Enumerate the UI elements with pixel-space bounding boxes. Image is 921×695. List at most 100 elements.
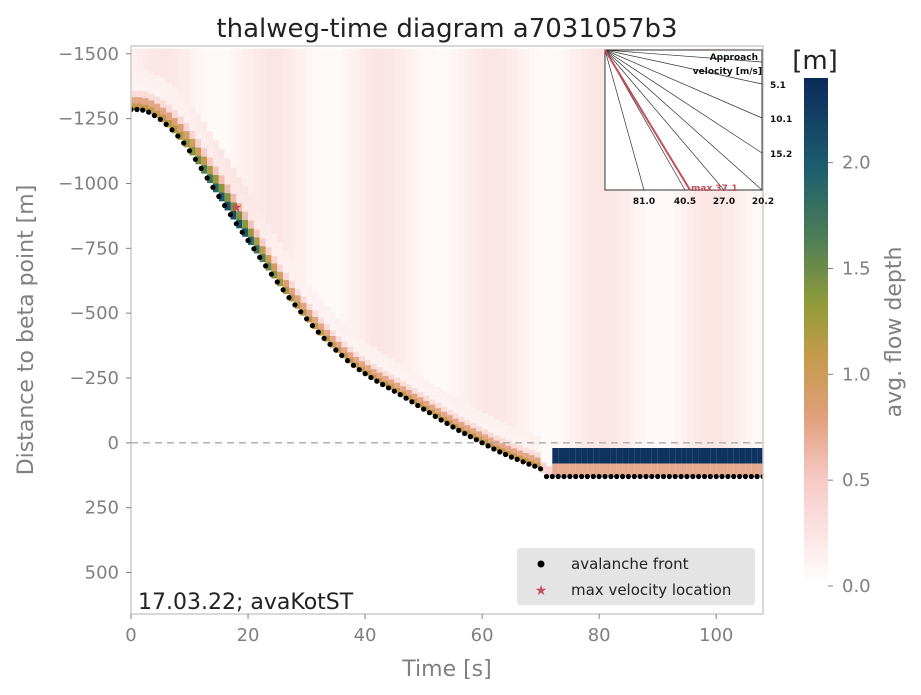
heatmap-cell	[365, 343, 372, 350]
heatmap-cell	[429, 409, 436, 415]
heatmap-cell	[236, 211, 243, 220]
colorbar-gradient	[804, 78, 828, 586]
heatmap-cell	[493, 419, 501, 425]
heatmap-cell	[429, 393, 436, 400]
avalanche-front-point	[567, 473, 573, 480]
heatmap-cell	[283, 279, 290, 287]
date-annotation: 17.03.22; avaKotST	[138, 590, 354, 615]
heatmap-cell	[411, 377, 419, 384]
heatmap-deposit	[710, 448, 717, 464]
heatmap-cell	[458, 400, 465, 407]
avalanche-front-point	[655, 473, 661, 480]
heatmap-cell	[458, 426, 465, 433]
heatmap-cell	[283, 286, 290, 295]
avalanche-front-point	[467, 434, 473, 440]
avalanche-front-point	[397, 392, 403, 398]
heatmap-cell	[464, 419, 471, 426]
y-tick-label: −1000	[58, 173, 119, 194]
heatmap-cell	[347, 335, 354, 342]
heatmap-wash	[663, 48, 670, 477]
heatmap-deposit	[657, 448, 664, 464]
x-tick-label: 40	[354, 625, 377, 646]
y-tick-label: −250	[70, 368, 119, 389]
heatmap-cell	[177, 115, 185, 125]
avalanche-front-point	[532, 463, 538, 469]
avalanche-front-point	[175, 133, 181, 139]
heatmap-deposit	[587, 448, 594, 464]
heatmap-cell	[616, 474, 623, 477]
heatmap-wash	[265, 48, 272, 271]
heatmap-cell	[172, 102, 179, 111]
avalanche-front-point	[625, 473, 632, 480]
avalanche-front-point	[362, 371, 368, 377]
avalanche-front-point	[380, 381, 386, 388]
heatmap-cell	[306, 309, 313, 317]
heatmap-cell	[546, 473, 553, 476]
heatmap-cell	[294, 301, 302, 309]
heatmap-wash	[634, 48, 641, 477]
heatmap-cell	[488, 431, 495, 438]
heatmap-cell	[646, 474, 653, 477]
heatmap-cell	[289, 280, 296, 288]
heatmap-cell	[564, 474, 571, 477]
heatmap-cell	[289, 273, 296, 281]
heatmap-cell	[376, 351, 384, 357]
heatmap-cell	[716, 474, 723, 477]
colorbar-tick-label: 1.0	[842, 364, 871, 385]
heatmap-cell	[435, 413, 442, 419]
heatmap-cell	[388, 373, 395, 380]
heatmap-cell	[382, 359, 389, 366]
heatmap-wash	[411, 48, 419, 404]
heatmap-cell	[476, 410, 483, 416]
heatmap-wash	[417, 48, 424, 408]
heatmap-cell	[517, 445, 524, 451]
heatmap-deposit-edge	[698, 463, 705, 476]
avalanche-front-point	[169, 127, 175, 133]
inset-velocity-line	[604, 49, 763, 154]
avalanche-front-point	[707, 473, 713, 480]
heatmap-cell	[283, 251, 290, 259]
heatmap-cell	[464, 403, 471, 410]
heatmap-cell	[406, 368, 413, 375]
heatmap-wash	[493, 48, 501, 451]
heatmap-cell	[470, 422, 477, 429]
heatmap-cell	[411, 388, 419, 394]
heatmap-cell	[394, 377, 401, 383]
heatmap-wash	[704, 48, 711, 477]
heatmap-cell	[330, 324, 337, 331]
inset-bottom-label-4: 20.2	[752, 197, 774, 207]
heatmap-cell	[212, 174, 220, 184]
heatmap-cell	[359, 366, 366, 372]
avalanche-front-point	[514, 456, 520, 462]
heatmap-deposit	[575, 448, 582, 464]
heatmap-cell	[435, 387, 442, 393]
heatmap-deposit-edge	[681, 463, 688, 476]
heatmap-cell	[663, 474, 670, 477]
heatmap-cell	[722, 474, 729, 477]
heatmap-cell	[218, 175, 226, 184]
colorbar-tick-label: 1.5	[842, 259, 871, 280]
heatmap-deposit	[727, 448, 735, 464]
avalanche-front-point	[140, 107, 146, 113]
avalanche-front-point	[356, 367, 362, 373]
heatmap-cell	[218, 166, 226, 176]
heatmap-cell	[271, 240, 278, 249]
heatmap-wash	[189, 48, 196, 156]
heatmap-cell	[248, 203, 255, 213]
heatmap-cell	[160, 100, 167, 108]
heatmap-cell	[177, 100, 185, 109]
heatmap-deposit-edge	[640, 463, 647, 476]
heatmap-wash	[587, 48, 594, 477]
heatmap-cell	[207, 157, 214, 166]
avalanche-front-point	[146, 109, 152, 115]
heatmap-cell	[452, 413, 460, 419]
heatmap-cell	[464, 409, 471, 415]
heatmap-cell	[189, 146, 196, 156]
y-tick-label: 250	[85, 498, 119, 519]
heatmap-wash	[382, 48, 389, 387]
avalanche-front-point	[274, 279, 280, 285]
heatmap-deposit	[698, 448, 705, 464]
flow-depth-heatmap	[131, 48, 763, 477]
velocity-inset: Approach velocity [m/s] 5.1 10.1 15.2 81…	[604, 49, 792, 207]
heatmap-cell	[201, 164, 208, 174]
